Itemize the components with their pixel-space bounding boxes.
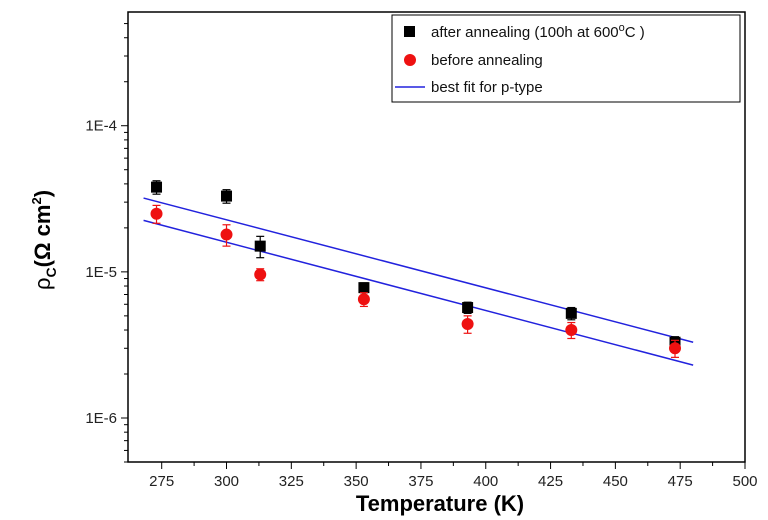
data-point-circle	[461, 317, 474, 330]
y-axis-title-base: ρ	[30, 278, 55, 291]
x-tick-label: 400	[473, 473, 498, 490]
y-axis-title-subscript: C	[43, 267, 59, 277]
legend-label-after-annealing-text-end: C )	[625, 24, 645, 41]
x-axis-title: Temperature (K)	[356, 491, 524, 516]
y-axis-title-unit: (Ω cm	[30, 205, 55, 268]
data-point-circle	[254, 268, 267, 281]
data-point-square	[151, 181, 163, 193]
legend-label-after-annealing-text: after annealing (100h at 600	[431, 24, 619, 41]
data-point-circle	[669, 342, 682, 355]
data-point-square	[565, 307, 577, 319]
degree-symbol: o	[619, 22, 625, 34]
y-axis-title-superscript: 2	[29, 197, 44, 204]
legend-box	[391, 14, 741, 103]
x-tick-label: 425	[538, 473, 563, 490]
data-point-circle	[357, 293, 370, 306]
x-axis: 275 300 325 350 375 400 425 450 475 500	[149, 462, 758, 490]
legend-marker-after-annealing	[404, 26, 415, 37]
legend: after annealing (100h at 600oC ) before …	[391, 14, 741, 103]
y-tick-label: 1E-5	[85, 264, 117, 281]
legend-label-after-annealing: after annealing (100h at 600oC )	[431, 22, 645, 41]
data-point-square	[221, 190, 233, 202]
data-point-circle	[150, 207, 163, 220]
data-point-square	[254, 240, 266, 252]
x-tick-label: 350	[344, 473, 369, 490]
x-tick-label: 325	[279, 473, 304, 490]
data-point-square	[462, 302, 474, 314]
data-point-square	[358, 282, 370, 294]
y-axis-title-unit-close: )	[30, 190, 55, 197]
x-tick-label: 450	[603, 473, 628, 490]
legend-label-before-annealing: before annealing	[431, 52, 543, 69]
plot-frame	[127, 11, 746, 463]
x-tick-label: 275	[149, 473, 174, 490]
fit-line	[143, 197, 694, 343]
data-point-circle	[565, 324, 578, 337]
data-markers	[150, 180, 682, 358]
fit-line	[143, 219, 694, 366]
x-tick-label: 375	[408, 473, 433, 490]
data-point-circle	[220, 228, 233, 241]
legend-label-best-fit: best fit for p-type	[431, 79, 543, 96]
y-axis: 1E-4 1E-5 1E-6	[85, 23, 128, 463]
x-tick-label: 500	[732, 473, 757, 490]
x-tick-label: 475	[668, 473, 693, 490]
y-axis-title: ρC(Ω cm2)	[29, 190, 59, 290]
legend-marker-before-annealing	[404, 54, 416, 66]
y-tick-label: 1E-4	[85, 118, 117, 135]
y-tick-label: 1E-6	[85, 410, 117, 427]
fit-lines	[143, 197, 694, 366]
x-tick-label: 300	[214, 473, 239, 490]
